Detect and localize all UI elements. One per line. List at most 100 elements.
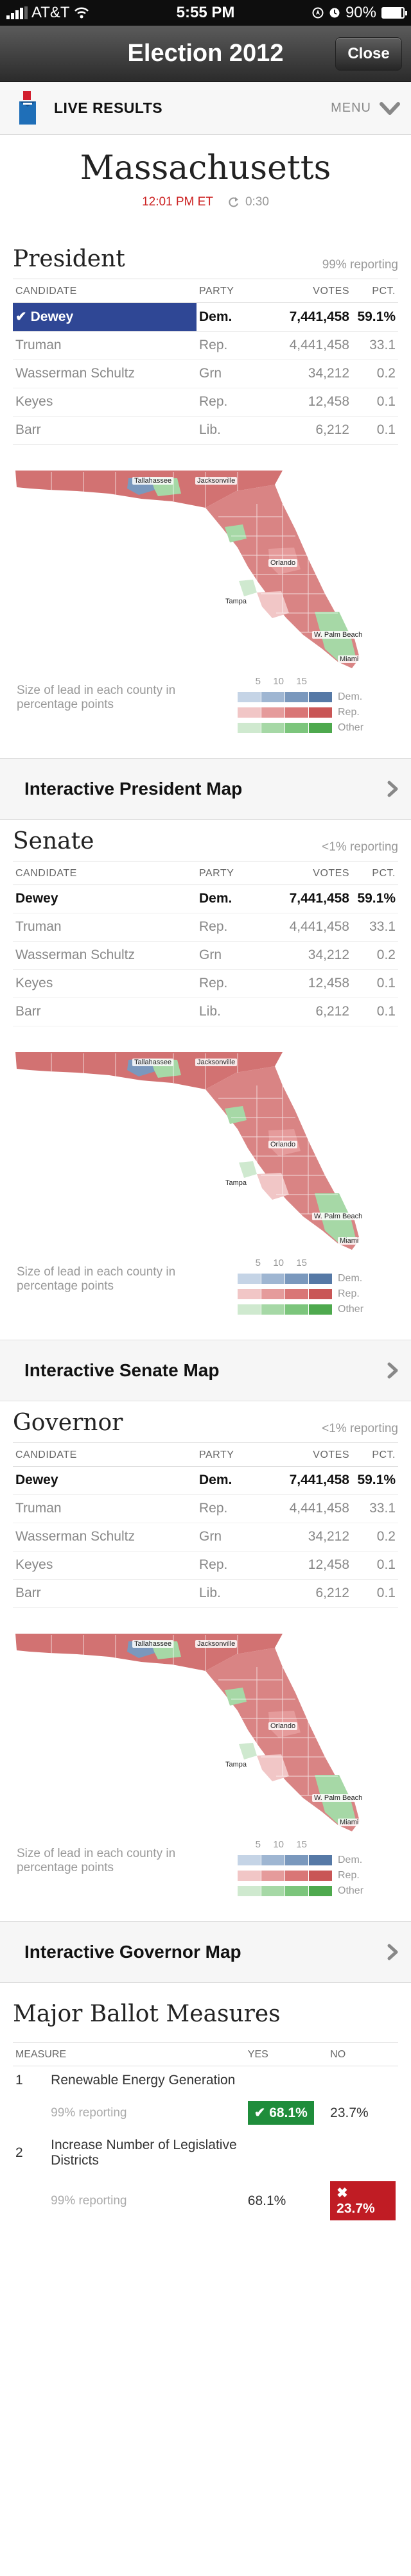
clock: 5:55 PM [176,4,235,21]
result-row[interactable]: Truman Rep. 4,441,458 33.1 [13,913,398,942]
legend-swatch [261,1871,284,1881]
legend-swatch [261,707,284,718]
menu-button[interactable]: MENU [331,101,371,115]
cell-pct: 0.1 [352,1579,398,1608]
legend-swatch [285,1871,308,1881]
column-header-party: PARTY [197,861,261,885]
legend-swatch [285,1304,308,1315]
refresh-timer[interactable]: 0:30 [227,195,269,209]
result-row[interactable]: Truman Rep. 4,441,458 33.1 [13,331,398,360]
yes-value: 68.1% [247,2193,286,2208]
status-right: 90% [312,4,407,22]
race-title: Senate [13,828,94,854]
state-name: Massachusetts [80,149,331,187]
legend-swatch [309,1289,332,1299]
measure-row[interactable]: 1 Renewable Energy Generation [13,2066,398,2095]
map-label-jacksonville: Jacksonville [195,1059,238,1066]
legend-label-other: Other [338,722,364,733]
interactive-map-link[interactable]: Interactive Senate Map [0,1340,411,1401]
result-row[interactable]: Barr Lib. 6,212 0.1 [13,998,398,1026]
result-row[interactable]: Wasserman Schultz Grn 34,212 0.2 [13,359,398,388]
live-results-bar: LIVE RESULTS MENU [0,82,411,135]
legend-swatch [261,1274,284,1284]
legend-swatch [261,1855,284,1865]
central-light [257,1173,289,1200]
column-header-candidate: CANDIDATE [13,279,197,303]
interactive-map-label: Interactive President Map [24,779,243,799]
cell-votes: 6,212 [261,416,352,445]
cell-candidate: Truman [13,913,197,942]
interactive-map-link[interactable]: Interactive Governor Map [0,1921,411,1983]
cell-party: Lib. [197,1579,261,1608]
central-light [257,1754,289,1781]
chevron-down-icon[interactable] [379,99,401,118]
result-row[interactable]: ✔ Dewey Dem. 7,441,458 59.1% [13,302,398,332]
cell-votes: 34,212 [261,359,352,388]
column-header-party: PARTY [197,279,261,303]
legend-swatch [238,1871,261,1881]
results-header-row: CANDIDATE PARTY VOTES PCT. [13,1442,398,1467]
result-row[interactable]: Barr Lib. 6,212 0.1 [13,1579,398,1608]
result-row[interactable]: Dewey Dem. 7,441,458 59.1% [13,1466,398,1495]
result-row[interactable]: Keyes Rep. 12,458 0.1 [13,969,398,998]
result-row[interactable]: Truman Rep. 4,441,458 33.1 [13,1494,398,1523]
results-table: CANDIDATE PARTY VOTES PCT. Dewey Dem. 7,44… [13,861,398,1026]
result-row[interactable]: Wasserman Schultz Grn 34,212 0.2 [13,1523,398,1552]
cell-candidate: Truman [13,1494,197,1523]
reporting-status: <1% reporting [322,840,398,854]
column-header-measure: MEASURE [13,2042,245,2066]
county-results-map[interactable]: Tallahassee Jacksonville Orlando Tampa W… [13,1629,398,1834]
cell-pct: 0.1 [352,1551,398,1580]
cell-pct: 33.1 [352,913,398,942]
measure-result-row: 99% reporting 68.1% ✖ 23.7% [13,2175,398,2227]
map-legend: Size of lead in each county in percentag… [13,1839,398,1916]
cell-votes: 4,441,458 [261,1494,352,1523]
legend-ticks: 5 10 15 [238,676,398,689]
column-header-votes: VOTES [261,279,352,303]
close-button[interactable]: Close [335,37,402,71]
battery-icon [381,7,407,19]
cell-party: Dem. [197,302,261,332]
cell-pct: 33.1 [352,331,398,360]
cell-pct: 0.1 [352,388,398,417]
county-results-map[interactable]: Tallahassee Jacksonville Orlando Tampa W… [13,1047,398,1252]
result-row[interactable]: Keyes Rep. 12,458 0.1 [13,1551,398,1580]
map-label-tallahassee: Tallahassee [132,477,174,485]
legend-ticks: 5 10 15 [238,1258,398,1270]
yes-value: 68.1% [269,2105,308,2120]
result-row[interactable]: Barr Lib. 6,212 0.1 [13,416,398,445]
no-value: 23.7% [330,2105,369,2120]
measure-row[interactable]: 2 Increase Number of Legislative District… [13,2131,398,2175]
measure-no-cell: ✖ 23.7% [328,2175,398,2227]
alarm-icon [329,8,340,18]
result-row[interactable]: Dewey Dem. 7,441,458 59.1% [13,885,398,913]
legend-label-dem: Dem. [338,1273,363,1284]
measure-number: 1 [15,2073,23,2088]
cell-pct: 0.1 [352,969,398,998]
legend-swatch [261,1886,284,1896]
cell-party: Rep. [197,388,261,417]
cell-votes: 12,458 [261,388,352,417]
legend-row-rep: Rep. [238,1287,398,1301]
legend-label-other: Other [338,1885,364,1896]
measure-reporting: 99% reporting [51,2105,127,2120]
map-label-jacksonville: Jacksonville [195,1640,238,1648]
cell-votes: 6,212 [261,1579,352,1608]
result-row[interactable]: Wasserman Schultz Grn 34,212 0.2 [13,941,398,970]
result-row[interactable]: Keyes Rep. 12,458 0.1 [13,388,398,417]
cell-votes: 7,441,458 [261,1466,352,1495]
gainesville-green [225,524,247,542]
reporting-status: 99% reporting [322,258,398,272]
map-label-west-palm-beach: W. Palm Beach [312,1794,365,1802]
interactive-map-link[interactable]: Interactive President Map [0,758,411,820]
legend-tick: 10 [273,1839,284,1850]
legend-swatch [261,1289,284,1299]
column-header-pct: PCT. [352,1442,398,1467]
cell-party: Grn [197,1523,261,1552]
county-results-map[interactable]: Tallahassee Jacksonville Orlando Tampa W… [13,465,398,671]
cell-candidate: Wasserman Schultz [13,359,197,388]
interactive-map-label: Interactive Governor Map [24,1942,241,1962]
legend-swatch [285,723,308,733]
results-table: CANDIDATE PARTY VOTES PCT. Dewey Dem. 7,44… [13,1442,398,1608]
legend-tick: 5 [255,1258,261,1268]
